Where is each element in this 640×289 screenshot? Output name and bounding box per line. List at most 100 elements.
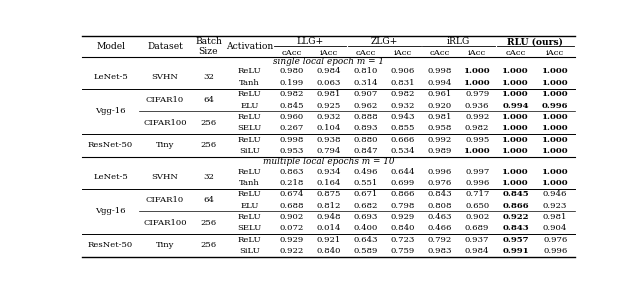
Text: 0.902: 0.902 xyxy=(280,213,304,221)
Text: 0.671: 0.671 xyxy=(354,190,378,198)
Text: 0.921: 0.921 xyxy=(317,236,341,244)
Text: 0.812: 0.812 xyxy=(317,202,341,210)
Text: ReLU: ReLU xyxy=(237,113,261,121)
Text: 0.863: 0.863 xyxy=(280,168,304,175)
Text: 0.958: 0.958 xyxy=(428,124,452,132)
Text: 0.644: 0.644 xyxy=(390,168,415,175)
Text: 0.866: 0.866 xyxy=(391,190,415,198)
Text: 0.643: 0.643 xyxy=(353,236,378,244)
Text: 0.983: 0.983 xyxy=(428,247,452,255)
Text: iAcc: iAcc xyxy=(319,49,338,57)
Text: 0.589: 0.589 xyxy=(354,247,378,255)
Text: Tanh: Tanh xyxy=(239,79,260,87)
Text: 0.072: 0.072 xyxy=(280,224,304,232)
Text: 1.000: 1.000 xyxy=(502,68,529,75)
Text: 1.000: 1.000 xyxy=(502,113,529,121)
Text: 0.840: 0.840 xyxy=(317,247,341,255)
Text: 0.902: 0.902 xyxy=(465,213,489,221)
Text: 0.845: 0.845 xyxy=(502,190,529,198)
Text: 0.943: 0.943 xyxy=(390,113,415,121)
Text: 0.717: 0.717 xyxy=(465,190,489,198)
Text: 0.199: 0.199 xyxy=(280,79,304,87)
Text: LLG+: LLG+ xyxy=(296,37,324,46)
Text: 0.534: 0.534 xyxy=(390,147,415,155)
Text: Vgg-16: Vgg-16 xyxy=(95,207,126,215)
Text: 0.496: 0.496 xyxy=(354,168,378,175)
Text: 0.463: 0.463 xyxy=(428,213,452,221)
Text: CIFAR100: CIFAR100 xyxy=(143,119,187,127)
Text: 256: 256 xyxy=(200,219,216,227)
Text: 0.855: 0.855 xyxy=(391,124,415,132)
Text: 0.996: 0.996 xyxy=(465,179,489,187)
Text: 1.000: 1.000 xyxy=(464,147,490,155)
Text: 1.000: 1.000 xyxy=(542,124,568,132)
Text: 0.980: 0.980 xyxy=(280,68,304,75)
Text: 1.000: 1.000 xyxy=(542,79,568,87)
Text: 0.699: 0.699 xyxy=(391,179,415,187)
Text: 0.934: 0.934 xyxy=(317,168,341,175)
Text: 0.923: 0.923 xyxy=(543,202,568,210)
Text: 0.992: 0.992 xyxy=(465,113,489,121)
Text: 256: 256 xyxy=(200,141,216,149)
Text: 64: 64 xyxy=(203,196,214,204)
Text: 0.996: 0.996 xyxy=(543,247,567,255)
Text: 0.929: 0.929 xyxy=(391,213,415,221)
Text: 0.981: 0.981 xyxy=(317,90,341,98)
Text: CIFAR10: CIFAR10 xyxy=(146,196,184,204)
Text: 256: 256 xyxy=(200,119,216,127)
Text: 0.922: 0.922 xyxy=(280,247,304,255)
Text: LeNet-5: LeNet-5 xyxy=(93,73,128,81)
Text: ZLG+: ZLG+ xyxy=(371,37,398,46)
Text: 0.866: 0.866 xyxy=(502,202,529,210)
Text: Activation: Activation xyxy=(226,42,273,51)
Text: 0.948: 0.948 xyxy=(317,213,341,221)
Text: 0.995: 0.995 xyxy=(465,136,489,144)
Text: 1.000: 1.000 xyxy=(542,136,568,144)
Text: 0.880: 0.880 xyxy=(353,136,378,144)
Text: 0.997: 0.997 xyxy=(465,168,489,175)
Text: 1.000: 1.000 xyxy=(542,68,568,75)
Text: ResNet-50: ResNet-50 xyxy=(88,141,133,149)
Text: 1.000: 1.000 xyxy=(464,79,490,87)
Text: 1.000: 1.000 xyxy=(542,113,568,121)
Text: cAcc: cAcc xyxy=(282,49,302,57)
Text: 1.000: 1.000 xyxy=(542,179,568,187)
Text: RLU (ours): RLU (ours) xyxy=(508,37,563,46)
Text: 0.932: 0.932 xyxy=(317,113,341,121)
Text: iAcc: iAcc xyxy=(394,49,412,57)
Text: SVHN: SVHN xyxy=(152,173,179,181)
Text: 1.000: 1.000 xyxy=(502,136,529,144)
Text: 0.994: 0.994 xyxy=(502,102,529,110)
Text: 0.688: 0.688 xyxy=(280,202,304,210)
Text: 0.976: 0.976 xyxy=(543,236,567,244)
Text: CIFAR100: CIFAR100 xyxy=(143,219,187,227)
Text: 32: 32 xyxy=(203,73,214,81)
Text: 1.000: 1.000 xyxy=(502,124,529,132)
Text: 0.981: 0.981 xyxy=(543,213,568,221)
Text: 0.104: 0.104 xyxy=(317,124,341,132)
Text: 0.014: 0.014 xyxy=(317,224,341,232)
Text: Vgg-16: Vgg-16 xyxy=(95,107,126,115)
Text: Tiny: Tiny xyxy=(156,241,174,249)
Text: 0.831: 0.831 xyxy=(390,79,415,87)
Text: 0.810: 0.810 xyxy=(354,68,378,75)
Text: 0.888: 0.888 xyxy=(353,113,378,121)
Text: 32: 32 xyxy=(203,173,214,181)
Text: 0.551: 0.551 xyxy=(354,179,378,187)
Text: 0.960: 0.960 xyxy=(280,113,304,121)
Text: 0.979: 0.979 xyxy=(465,90,489,98)
Text: 0.984: 0.984 xyxy=(317,68,341,75)
Text: 0.847: 0.847 xyxy=(353,147,378,155)
Text: 1.000: 1.000 xyxy=(502,168,529,175)
Text: 0.962: 0.962 xyxy=(354,102,378,110)
Text: 0.794: 0.794 xyxy=(317,147,341,155)
Text: 0.723: 0.723 xyxy=(391,236,415,244)
Text: 0.922: 0.922 xyxy=(502,213,529,221)
Text: 0.164: 0.164 xyxy=(317,179,341,187)
Text: 0.906: 0.906 xyxy=(391,68,415,75)
Text: 0.904: 0.904 xyxy=(543,224,568,232)
Text: 0.976: 0.976 xyxy=(428,179,452,187)
Text: 0.984: 0.984 xyxy=(465,247,490,255)
Text: 0.759: 0.759 xyxy=(391,247,415,255)
Text: cAcc: cAcc xyxy=(506,49,525,57)
